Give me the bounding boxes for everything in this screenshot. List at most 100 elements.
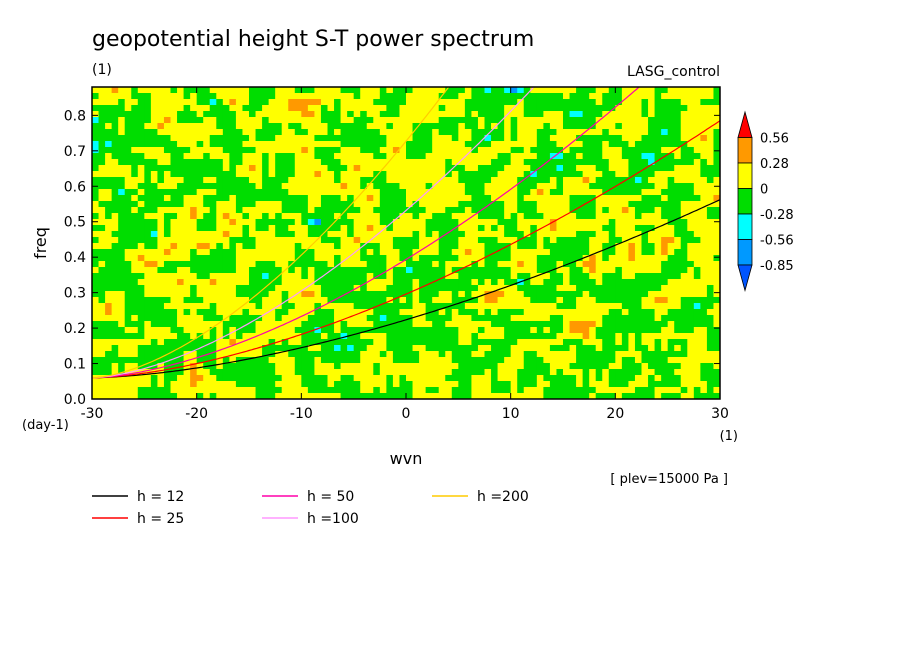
field-cell — [504, 165, 512, 172]
field-cell — [235, 243, 244, 250]
field-cell — [667, 213, 675, 220]
field-cell — [203, 219, 211, 226]
field-cell — [504, 117, 512, 124]
field-cell — [700, 363, 708, 370]
field-cell — [536, 183, 544, 190]
field-cell — [249, 129, 257, 136]
field-cell — [700, 267, 708, 274]
field-cell — [713, 387, 720, 394]
field-cell — [255, 261, 263, 268]
field-cell — [399, 297, 407, 304]
field-cell — [360, 135, 368, 142]
field-cell — [667, 267, 675, 274]
field-cell — [386, 117, 394, 124]
field-cell — [399, 177, 407, 184]
field-cell — [432, 171, 440, 178]
field-cell — [386, 153, 394, 160]
field-cell — [497, 345, 505, 352]
field-cell — [589, 147, 597, 154]
field-cell — [105, 225, 113, 232]
field-cell — [621, 213, 630, 220]
field-cell — [706, 225, 715, 232]
field-cell — [706, 249, 715, 256]
field-cell — [406, 351, 414, 358]
field-cell — [608, 291, 616, 298]
field-cell — [183, 183, 191, 190]
field-cell — [268, 99, 276, 106]
field-cell — [294, 261, 302, 268]
field-cell — [432, 111, 440, 118]
field-cell — [549, 135, 558, 142]
field-cell — [314, 135, 322, 142]
field-cell — [654, 237, 662, 244]
field-cell — [307, 141, 316, 148]
field-cell — [412, 219, 420, 226]
field-cell — [530, 261, 538, 268]
field-cell — [477, 213, 486, 220]
field-cell — [425, 363, 433, 370]
field-cell — [353, 201, 361, 208]
field-cell — [347, 183, 355, 190]
field-cell — [451, 303, 459, 310]
field-cell — [111, 255, 119, 262]
field-cell — [190, 183, 198, 190]
field-cell — [628, 207, 636, 214]
field-cell — [209, 93, 217, 100]
field-cell — [268, 297, 276, 304]
field-cell — [458, 105, 466, 112]
field-cell — [353, 357, 361, 364]
field-cell — [477, 351, 486, 358]
field-cell — [445, 315, 453, 322]
field-cell — [549, 333, 558, 340]
field-cell — [229, 159, 237, 166]
field-cell — [360, 93, 368, 100]
field-cell — [229, 381, 237, 388]
field-cell — [615, 309, 623, 316]
field-cell — [556, 147, 564, 154]
field-cell — [674, 165, 682, 172]
field-cell — [137, 171, 145, 178]
field-cell — [399, 333, 407, 340]
field-cell — [530, 351, 538, 358]
field-cell — [235, 213, 244, 220]
field-cell — [150, 255, 159, 262]
field-cell — [497, 231, 505, 238]
field-cell — [203, 225, 211, 232]
field-cell — [366, 207, 374, 214]
field-cell — [105, 93, 113, 100]
field-cell — [510, 249, 518, 256]
field-cell — [517, 213, 525, 220]
field-cell — [406, 297, 414, 304]
field-cell — [399, 243, 407, 250]
field-cell — [98, 111, 106, 118]
field-cell — [634, 111, 643, 118]
field-cell — [288, 165, 296, 172]
field-cell — [353, 375, 361, 382]
field-cell — [196, 195, 204, 202]
field-cell — [412, 393, 420, 399]
field-cell — [150, 219, 159, 226]
field-cell — [235, 195, 244, 202]
field-cell — [183, 351, 191, 358]
field-cell — [438, 129, 446, 136]
field-cell — [569, 309, 577, 316]
field-cell — [458, 357, 466, 364]
field-cell — [124, 129, 132, 136]
field-cell — [98, 369, 106, 376]
field-cell — [157, 231, 165, 238]
field-cell — [438, 285, 446, 292]
field-cell — [693, 159, 701, 166]
field-cell — [536, 153, 544, 160]
field-cell — [242, 135, 250, 142]
field-cell — [543, 339, 551, 346]
field-cell — [425, 225, 433, 232]
field-cell — [222, 87, 230, 94]
field-cell — [249, 255, 257, 262]
field-cell — [667, 285, 675, 292]
field-cell — [549, 243, 558, 250]
field-cell — [98, 279, 106, 286]
field-cell — [203, 105, 211, 112]
field-cell — [399, 129, 407, 136]
field-cell — [517, 303, 525, 310]
field-cell — [432, 375, 440, 382]
